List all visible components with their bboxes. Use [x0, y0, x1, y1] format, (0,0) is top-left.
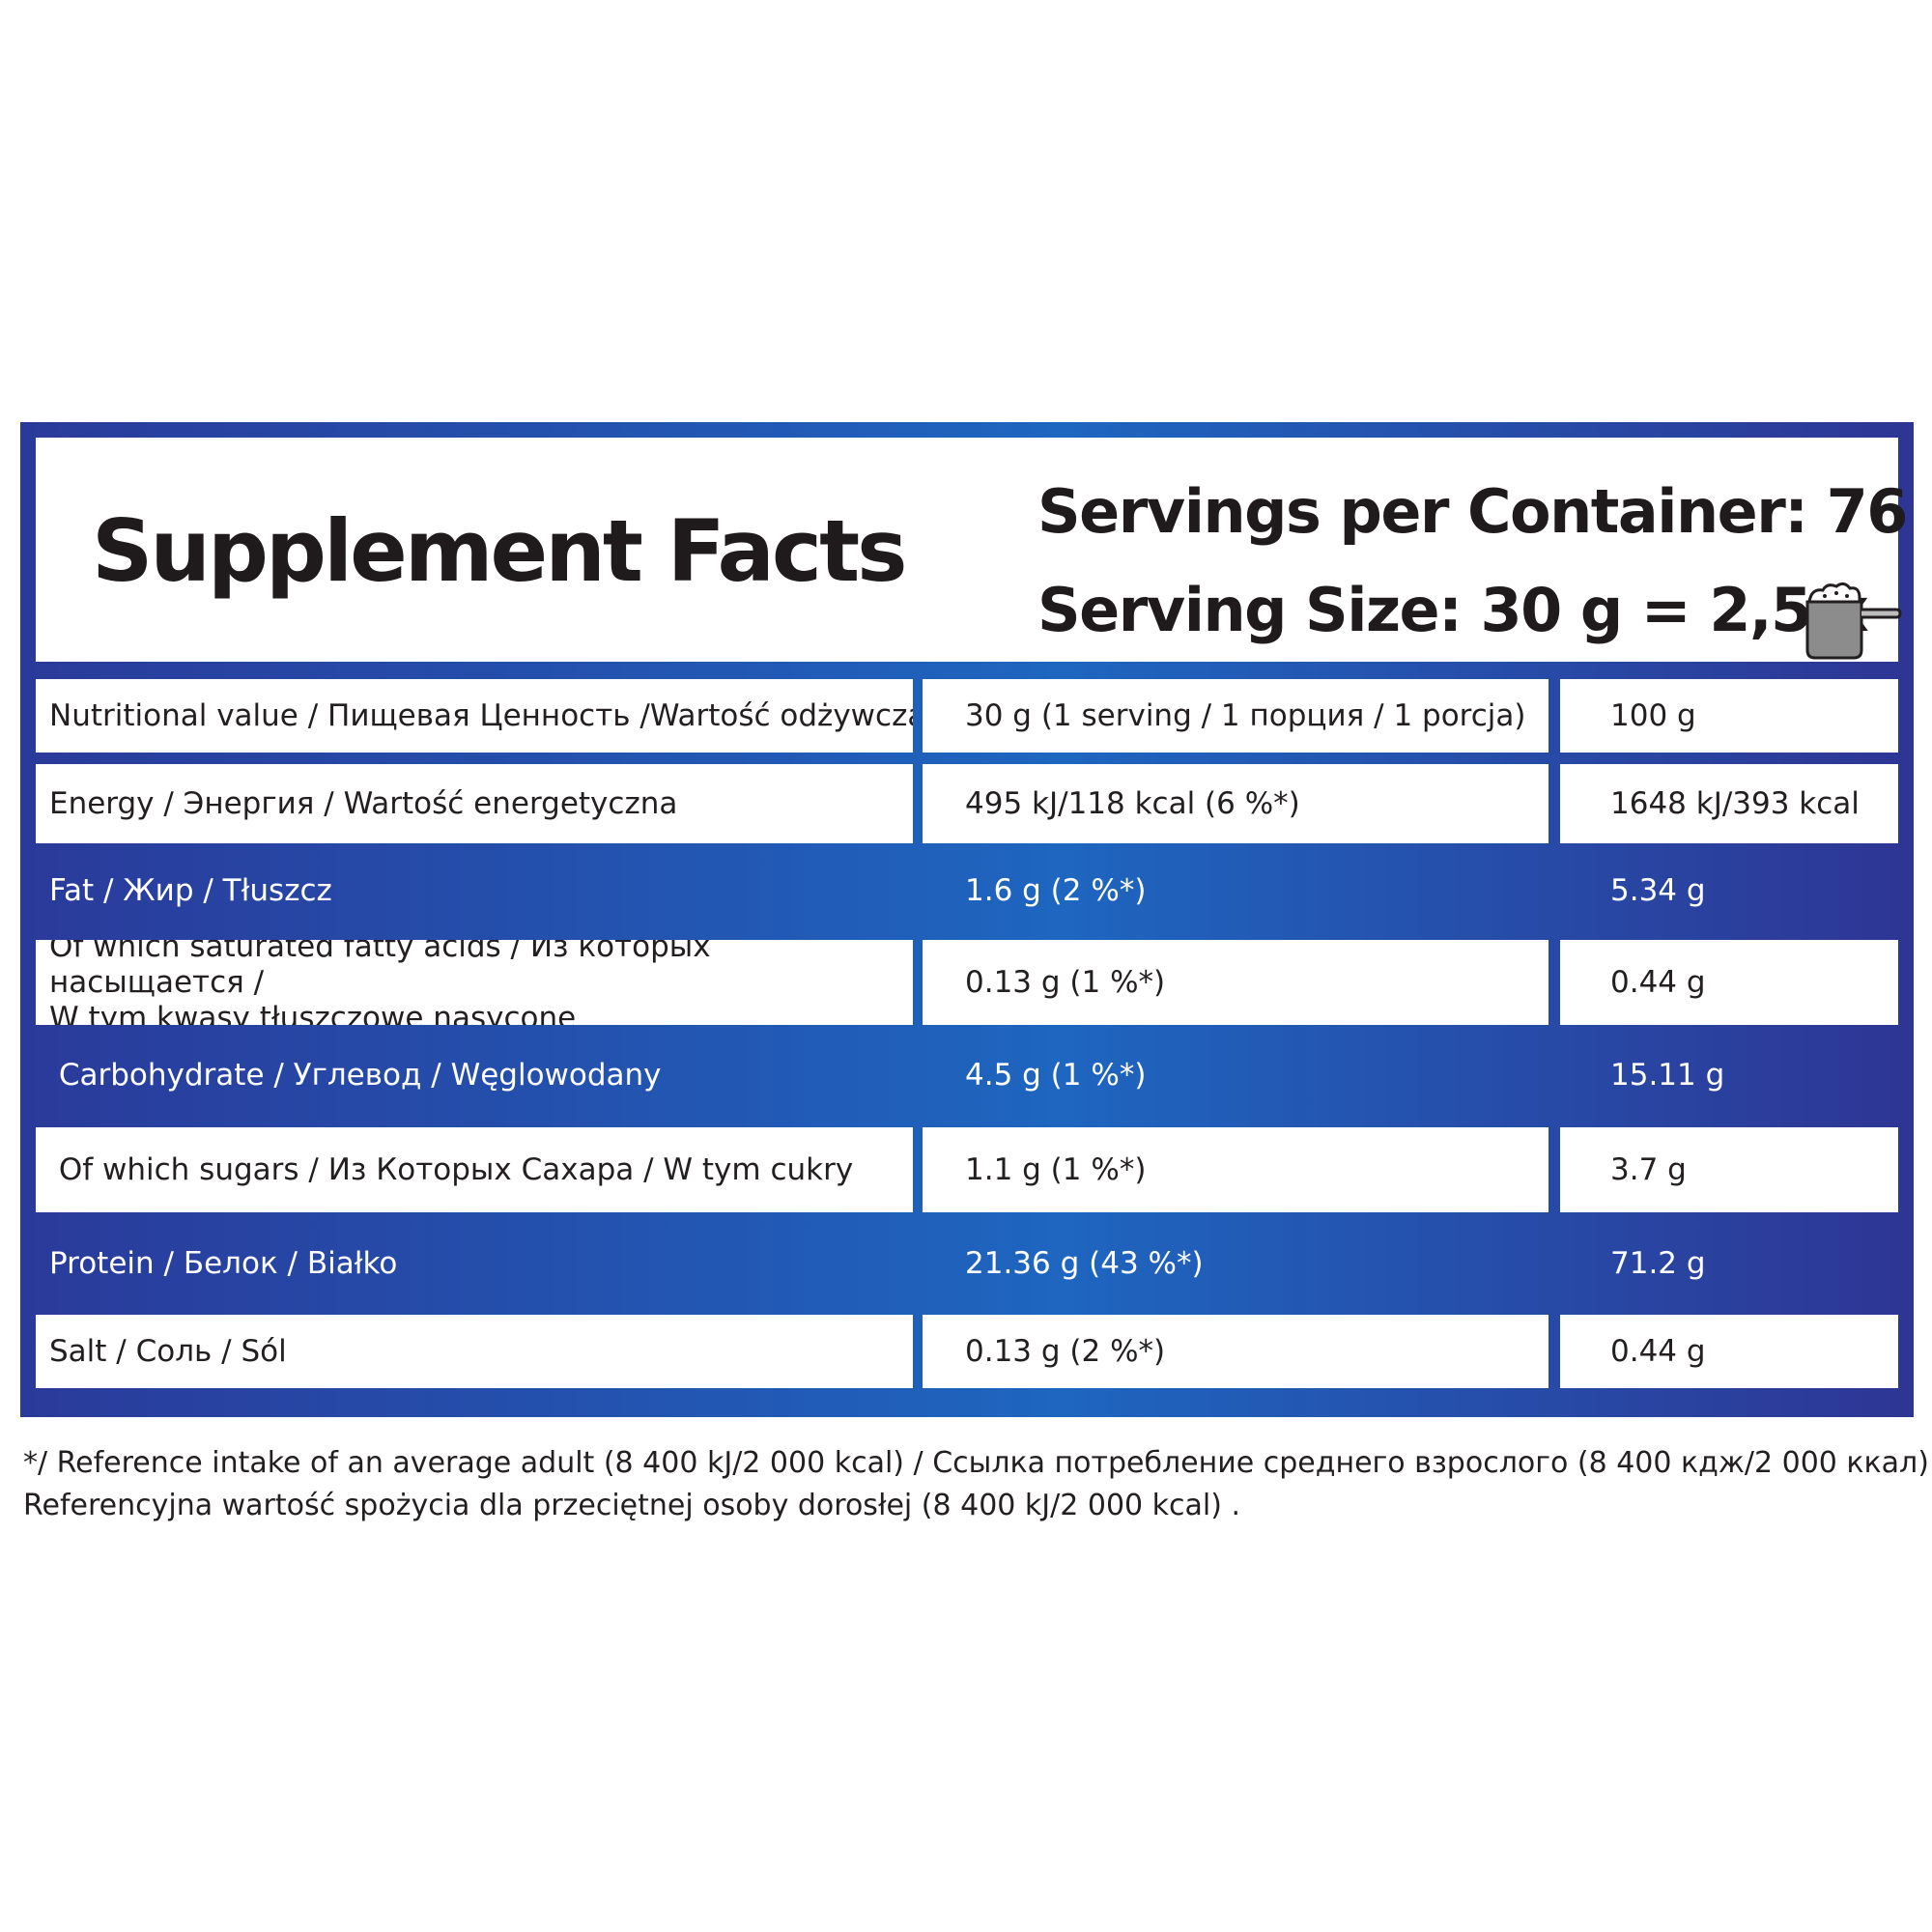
per-100g-value: 5.34 g	[1610, 873, 1706, 908]
nutrient-label: Protein / Белок / Białko	[49, 1246, 398, 1281]
footnote-line: */ Reference intake of an average adult …	[23, 1446, 1929, 1480]
per-serving-value: 0.13 g (1 %*)	[923, 940, 1548, 1025]
per-serving-value: 21.36 g (43 %*)	[965, 1246, 1204, 1281]
per-100g-value: 1648 kJ/393 kcal	[1560, 764, 1898, 843]
serving-size: Serving Size: 30 g = 2,5 x	[1037, 575, 1869, 645]
per-serving-value: 1.1 g (1 %*)	[923, 1127, 1548, 1212]
nutrient-label-line: Of which saturated fatty acids / Из кото…	[49, 940, 711, 1000]
nutrient-label: Of which saturated fatty acids / Из кото…	[36, 940, 913, 1025]
per-100g-value: 71.2 g	[1610, 1246, 1706, 1281]
panel-title: Supplement Facts	[92, 501, 908, 601]
table-row: Nutritional value / Пищевая Ценность /Wa…	[36, 679, 1898, 753]
table-row: Of which saturated fatty acids / Из кото…	[36, 940, 1898, 1025]
per-serving-value: 0.13 g (2 %*)	[923, 1315, 1548, 1388]
per-100g-value: 0.44 g	[1560, 940, 1898, 1025]
nutrient-label: Carbohydrate / Углевод / Węglowodany	[49, 1058, 662, 1093]
nutrient-label: Fat / Жир / Tłuszcz	[49, 873, 332, 908]
servings-per-container: Servings per Container: 76	[1037, 476, 1908, 547]
table-row: Fat / Жир / Tłuszcz 1.6 g (2 %*) 5.34 g	[36, 845, 1898, 936]
table-row: Energy / Энергия / Wartość energetyczna …	[36, 764, 1898, 843]
nutrient-label: Of which sugars / Из Которых Сахара / W …	[36, 1127, 913, 1212]
reference-footnote: */ Reference intake of an average adult …	[23, 1442, 1929, 1527]
supplement-facts-panel: Supplement Facts Servings per Container:…	[20, 422, 1914, 1417]
per-serving-value: 4.5 g (1 %*)	[965, 1058, 1147, 1093]
nutrient-label: Salt / Соль / Sól	[36, 1315, 913, 1388]
table-row: Protein / Белок / Białko 21.36 g (43 %*)…	[36, 1214, 1898, 1313]
per-100g-value: 0.44 g	[1560, 1315, 1898, 1388]
nutrient-label-line: W tym kwasy tłuszczowe nasycone	[49, 1000, 577, 1026]
per-serving-value: 30 g (1 serving / 1 порция / 1 porcja)	[923, 679, 1548, 753]
panel-header: Supplement Facts Servings per Container:…	[36, 438, 1908, 662]
per-serving-value: 1.6 g (2 %*)	[965, 873, 1147, 908]
table-row: Carbohydrate / Углевод / Węglowodany 4.5…	[36, 1027, 1898, 1123]
footnote-line: Referencyjna wartość spożycia dla przeci…	[23, 1489, 1241, 1522]
table-row: Of which sugars / Из Которых Сахара / W …	[36, 1127, 1898, 1212]
nutrient-label: Energy / Энергия / Wartość energetyczna	[36, 764, 913, 843]
per-100g-value: 15.11 g	[1610, 1058, 1725, 1093]
measuring-scoop-icon	[1805, 582, 1902, 660]
per-100g-value: 100 g	[1560, 679, 1898, 753]
table-row: Salt / Соль / Sól 0.13 g (2 %*) 0.44 g	[36, 1315, 1898, 1388]
per-serving-value: 495 kJ/118 kcal (6 %*)	[923, 764, 1548, 843]
per-100g-value: 3.7 g	[1560, 1127, 1898, 1212]
nutrient-label: Nutritional value / Пищевая Ценность /Wa…	[36, 679, 913, 753]
